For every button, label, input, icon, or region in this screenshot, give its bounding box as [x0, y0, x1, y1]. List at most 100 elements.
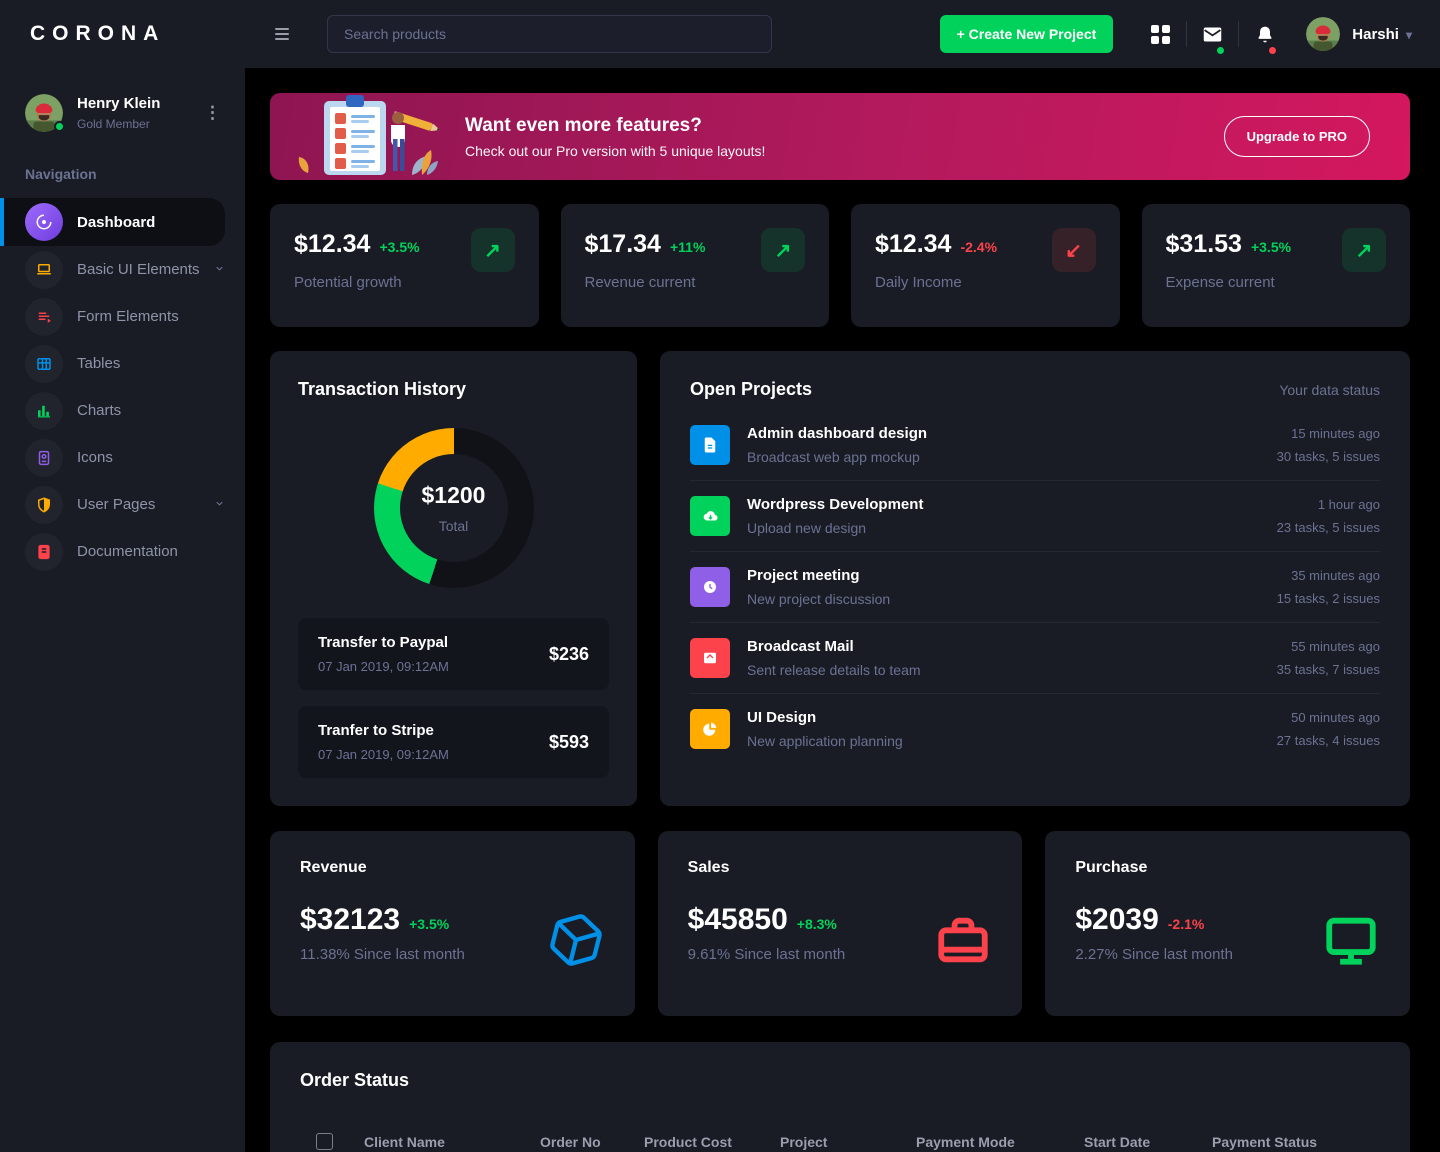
column-product-cost: Product Cost: [644, 1133, 732, 1150]
kpi-title: Sales: [687, 859, 730, 876]
project-meta: 27 tasks, 4 issues: [1276, 733, 1380, 748]
sales-card: Sales $45850 +8.3% 9.61% Since last mont…: [657, 831, 1023, 1016]
banner-subtitle: Check out our Pro version with 5 unique …: [465, 142, 766, 159]
transaction-date: 07 Jan 2019, 09:12AM: [318, 747, 449, 762]
transaction-row-stripe: Tranfer to Stripe 07 Jan 2019, 09:12AM $…: [298, 706, 609, 778]
transaction-title: Transfer to Paypal: [318, 634, 449, 651]
sidebar-item-user-pages[interactable]: User Pages: [0, 481, 245, 528]
project-row-meeting[interactable]: Project meeting New project discussion 3…: [690, 552, 1380, 623]
stat-label: Daily Income: [875, 274, 962, 291]
sidebar-toggle-icon[interactable]: [275, 28, 289, 40]
sidebar-item-label: Charts: [77, 402, 122, 419]
kpi-row: Revenue $32123 +3.5% 11.38% Since last m…: [270, 831, 1410, 1016]
stat-label: Expense current: [1165, 274, 1275, 291]
trend-down-icon: [1051, 228, 1096, 272]
open-projects-card: Open Projects Your data status Admin das…: [660, 351, 1410, 806]
sidebar-item-label: Icons: [77, 449, 113, 466]
project-time: 50 minutes ago: [1291, 710, 1380, 725]
column-start-date: Start Date: [1084, 1133, 1151, 1150]
project-title: Project meeting: [747, 567, 860, 584]
stat-card-potential-growth: $12.34 +3.5% Potential growth: [270, 204, 539, 327]
kpi-subtext: 9.61% Since last month: [687, 946, 846, 963]
kpi-delta: -2.1%: [1167, 916, 1205, 932]
project-row-wordpress[interactable]: Wordpress Development Upload new design …: [690, 481, 1380, 552]
stat-card-daily-income: $12.34 -2.4% Daily Income: [851, 204, 1120, 327]
column-payment-status: Payment Status: [1212, 1133, 1318, 1150]
project-subtitle: Broadcast web app mockup: [747, 449, 920, 465]
mail-icon[interactable]: [1187, 24, 1238, 55]
column-project: Project: [780, 1133, 828, 1150]
brand-logo[interactable]: CORONA: [30, 22, 166, 45]
banner-title: Want even more features?: [465, 114, 702, 136]
project-title: UI Design: [747, 709, 817, 726]
search-input[interactable]: [327, 15, 772, 53]
select-all-checkbox[interactable]: [316, 1133, 333, 1150]
sidebar-item-icons[interactable]: Icons: [0, 434, 245, 481]
sidebar-item-dashboard[interactable]: Dashboard: [0, 198, 225, 246]
stat-value: $17.34: [584, 230, 661, 258]
purchase-card: Purchase $2039 -2.1% 2.27% Since last mo…: [1045, 831, 1410, 1016]
upgrade-to-pro-button[interactable]: Upgrade to PRO: [1223, 116, 1370, 157]
envelope-glyph: [1204, 27, 1222, 41]
user-menu[interactable]: Harshi: [1306, 17, 1412, 51]
notifications-bell-icon[interactable]: [1239, 24, 1290, 55]
project-title: Admin dashboard design: [747, 425, 928, 442]
project-row-ui-design[interactable]: UI Design New application planning 50 mi…: [690, 694, 1380, 753]
envelope-icon: [690, 638, 730, 678]
stat-delta: +11%: [669, 239, 706, 255]
profile-options-icon[interactable]: [200, 103, 225, 123]
sidebar-item-charts[interactable]: Charts: [0, 387, 245, 434]
order-status-card: Order Status Client Name Order No Produc…: [270, 1042, 1410, 1152]
kpi-title: Revenue: [300, 859, 367, 876]
stat-card-revenue-current: $17.34 +11% Revenue current: [560, 204, 829, 327]
project-title: Broadcast Mail: [747, 638, 854, 655]
column-order-no: Order No: [540, 1133, 601, 1150]
project-time: 1 hour ago: [1317, 497, 1380, 512]
order-status-title: Order Status: [300, 1070, 410, 1090]
sidebar-item-documentation[interactable]: Documentation: [0, 528, 245, 575]
transaction-donut: [373, 428, 534, 588]
sidebar-item-label: Documentation: [77, 543, 178, 560]
project-row-broadcast-mail[interactable]: Broadcast Mail Sent release details to t…: [690, 623, 1380, 694]
sidebar-item-label: Tables: [77, 355, 121, 372]
profile-avatar: [25, 94, 65, 132]
stat-value: $12.34: [294, 230, 371, 258]
project-time: 55 minutes ago: [1291, 639, 1380, 654]
bell-glyph: [1258, 26, 1272, 42]
transaction-title: Tranfer to Stripe: [318, 722, 434, 739]
project-subtitle: New project discussion: [747, 591, 891, 607]
project-time: 15 minutes ago: [1291, 426, 1380, 441]
project-meta: 23 tasks, 5 issues: [1276, 520, 1380, 535]
sidebar-item-tables[interactable]: Tables: [0, 340, 245, 387]
pie-chart-icon: [690, 709, 730, 749]
shield-icon: [25, 485, 63, 524]
stat-delta: +3.5%: [379, 239, 420, 255]
main-content: Want even more features? Check out our P…: [245, 68, 1440, 1152]
project-time: 35 minutes ago: [1291, 568, 1380, 583]
navbar-divider: [1238, 21, 1240, 47]
sidebar-item-form-elements[interactable]: Form Elements: [0, 293, 245, 340]
project-row-admin-dashboard[interactable]: Admin dashboard design Broadcast web app…: [690, 410, 1380, 481]
project-meta: 15 tasks, 2 issues: [1276, 591, 1380, 606]
sidebar-item-basic-ui-elements[interactable]: Basic UI Elements: [0, 246, 245, 293]
kpi-delta: +8.3%: [796, 916, 837, 932]
stat-card-expense-current: $31.53 +3.5% Expense current: [1141, 204, 1410, 327]
stat-value: $31.53: [1165, 230, 1242, 258]
create-new-project-button[interactable]: + Create New Project: [939, 15, 1114, 53]
data-status-label: Your data status: [1279, 382, 1380, 398]
navbar-divider: [1186, 21, 1188, 47]
transaction-amount: $593: [548, 731, 589, 752]
user-name: Harshi: [1352, 26, 1412, 43]
monitor-icon: [1322, 909, 1380, 976]
apps-grid-icon[interactable]: [1135, 24, 1186, 44]
kpi-subtext: 2.27% Since last month: [1075, 946, 1233, 963]
chevron-down-icon: [214, 261, 225, 279]
project-subtitle: New application planning: [747, 733, 903, 749]
speedometer-icon: [25, 203, 63, 241]
kpi-value: $32123: [300, 903, 401, 936]
sidebar-profile: Henry Klein Gold Member: [0, 84, 245, 158]
kpi-value: $45850: [687, 903, 788, 936]
project-subtitle: Sent release details to team: [747, 662, 921, 678]
donut-total-value: $1200: [421, 482, 486, 508]
online-status-dot: [54, 121, 65, 132]
